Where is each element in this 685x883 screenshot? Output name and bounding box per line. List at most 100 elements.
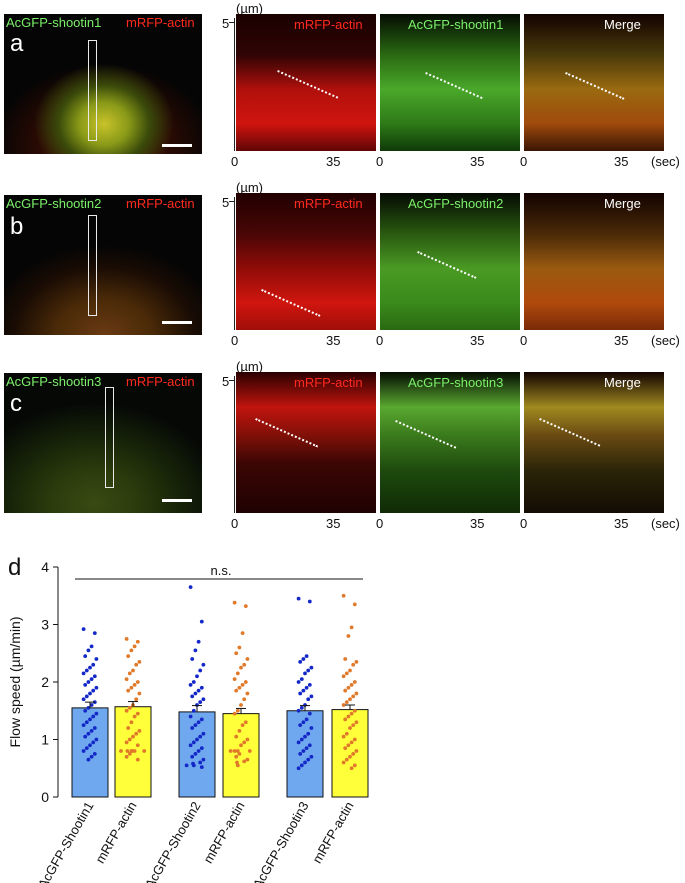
y-tick-label: 4 [41,559,49,575]
data-point [354,749,359,753]
kymograph-actin-c: mRFP-actin [236,372,376,513]
data-point [343,657,348,661]
data-point [245,657,250,661]
data-point [348,754,352,759]
data-point [307,599,312,604]
data-point [92,631,97,636]
data-point [307,682,312,687]
data-point [352,680,357,684]
data-point [81,723,86,728]
kymograph-actin-a: mRFP-actin [236,14,376,151]
cell-title-green: AcGFP-shootin2 [6,196,102,211]
cell-title-red: mRFP-actin [126,15,195,30]
data-point [89,677,94,682]
data-point [127,751,132,756]
data-point [344,757,349,762]
kymo-title: AcGFP-shootin1 [408,17,504,32]
data-point [239,665,243,670]
data-point [247,749,252,753]
data-point [88,665,92,670]
data-point [191,680,196,684]
data-point [199,746,204,751]
data-point [199,717,204,722]
data-point [81,749,86,753]
data-point [91,662,96,667]
x-category-label: AcGFP-Shootin3 [250,799,312,883]
kymo-y-max: 5 [222,195,230,210]
data-point [228,749,233,753]
data-point [242,759,247,764]
data-point [92,751,97,756]
data-point [307,711,312,716]
data-point [134,697,139,702]
flow-trace [417,251,477,279]
kymo-title: mRFP-actin [294,17,363,32]
data-point [124,636,129,641]
data-point [86,648,91,653]
data-point [198,668,203,673]
data-point [298,723,303,728]
data-point [201,757,206,762]
data-point [190,754,195,759]
kymo-title: mRFP-actin [294,196,363,211]
data-point [296,708,301,713]
data-point [142,749,147,753]
data-point [188,714,193,719]
kymo-y-tick [229,380,234,381]
data-point [88,743,92,748]
data-point [201,731,206,736]
data-point [354,720,359,725]
data-point [307,743,312,748]
kymo-x-tick-35: 35 [326,154,341,169]
y-axis-label: Flow speed (µm/min) [7,617,23,748]
data-point [188,743,193,748]
kymo-x-tick-35: 35 [470,154,485,169]
kymo-x-tick-35: 35 [614,516,629,531]
data-point [304,685,309,690]
data-point [86,757,91,762]
roi-box [88,40,97,141]
data-point [306,757,311,762]
data-point [341,734,346,739]
scale-bar [162,321,192,324]
data-point [91,714,96,719]
roi-box [88,215,97,316]
data-point [129,720,134,725]
data-point [129,685,134,690]
data-point [137,728,142,733]
data-point [92,674,97,679]
data-point [344,700,349,705]
data-point [351,723,356,728]
data-point [352,708,357,713]
data-point [349,766,354,771]
data-point [124,740,129,745]
data-point [134,731,139,736]
kymo-y-max: 5 [222,374,230,389]
data-point [199,685,204,690]
data-point [296,680,301,684]
flow-trace [261,289,321,317]
data-point [299,705,304,710]
panel-label-b: b [10,213,24,240]
data-point [125,749,130,753]
data-point [94,737,99,742]
kymograph-merge-b: Merge [524,193,664,330]
flow-trace [395,420,457,449]
kymo-x-tick-0: 0 [231,333,239,348]
data-point [195,737,199,742]
scale-bar [162,499,192,502]
data-point [86,731,91,736]
data-point [235,760,239,765]
kymo-y-unit: (µm) [236,359,263,374]
data-point [198,760,203,765]
kymo-x-tick-0: 0 [520,333,528,348]
data-point [306,697,311,702]
data-point [245,737,250,742]
data-point [84,668,89,673]
data-point [234,688,239,693]
data-point [198,700,203,705]
data-point [88,717,92,722]
data-point [304,654,309,659]
data-point [89,644,94,649]
data-point [299,677,304,682]
